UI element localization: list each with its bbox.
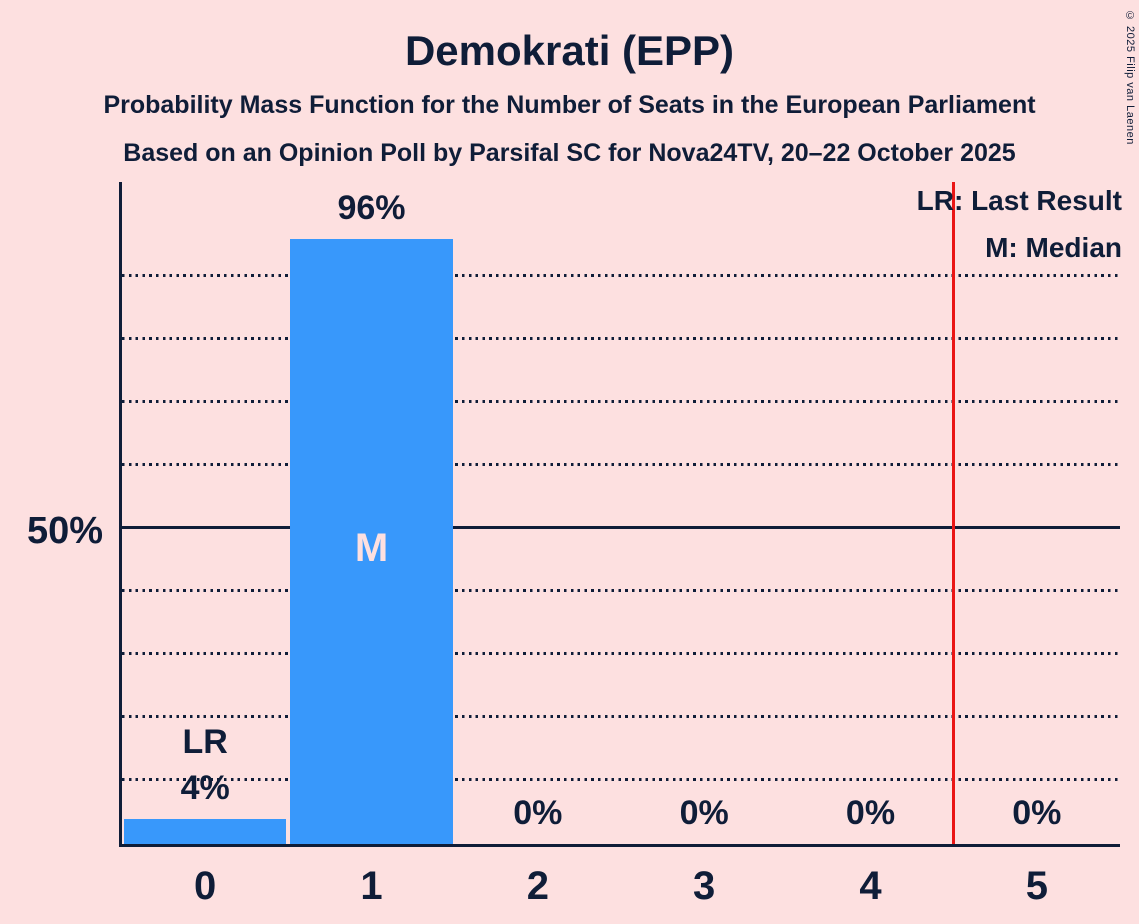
bar-value-label-3: 0% (679, 794, 729, 832)
bar-value-label-2: 0% (513, 794, 563, 832)
bar-value-label-4: 0% (845, 794, 896, 832)
bar-value-label-0: 4% (180, 768, 230, 807)
y-axis-label-50: 50% (26, 510, 103, 552)
gridline-dotted-10 (122, 777, 1120, 781)
legend-median: M: Median (985, 232, 1122, 263)
x-axis-label-5: 5 (1025, 864, 1048, 908)
gridline-dotted-40 (122, 588, 1120, 592)
x-axis-label-0: 0 (194, 864, 217, 908)
plot-area: 4% LR 96% M 0% 0% 0% 0% (119, 182, 1120, 847)
x-axis-label-1: 1 (360, 864, 383, 908)
bar-seats-1 (290, 238, 453, 844)
bar-seats-0 (124, 818, 287, 844)
legend-last-result: LR: Last Result (916, 185, 1122, 216)
gridline-dotted-80 (122, 336, 1120, 340)
gridline-dotted-60 (122, 462, 1120, 466)
gridline-dotted-90 (122, 273, 1120, 277)
chart-subtitle-line1: Probability Mass Function for the Number… (103, 91, 1036, 119)
last-result-annotation: LR (182, 722, 228, 761)
x-axis-label-4: 4 (859, 864, 882, 908)
gridline-dotted-70 (122, 399, 1120, 403)
copyright-notice: © 2025 Filip van Laenen (1124, 10, 1136, 145)
median-annotation: M (354, 526, 389, 570)
chart-subtitle-line2: Based on an Opinion Poll by Parsifal SC … (123, 139, 1016, 167)
x-axis-label-3: 3 (693, 864, 716, 908)
gridline-solid-50 (122, 525, 1120, 529)
bar-value-label-5: 0% (1012, 794, 1062, 832)
last-result-line (952, 182, 956, 844)
chart-title: Demokrati (EPP) (404, 27, 735, 74)
bar-value-label-1: 96% (337, 188, 406, 227)
gridline-dotted-30 (122, 651, 1120, 655)
gridline-dotted-20 (122, 714, 1120, 718)
x-axis-label-2: 2 (526, 864, 549, 908)
